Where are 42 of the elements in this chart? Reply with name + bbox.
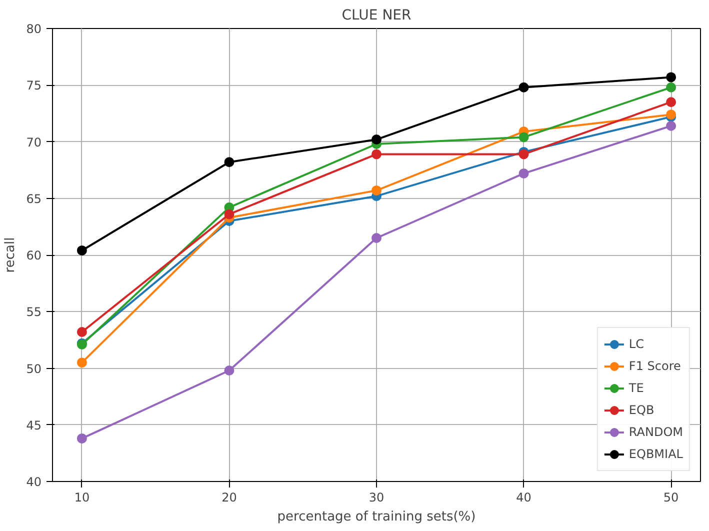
y-tick-label: 40: [26, 475, 42, 489]
y-tick-label: 70: [26, 135, 42, 150]
point: [76, 245, 87, 256]
point: [76, 358, 87, 368]
point: [518, 82, 529, 92]
legend-label: LC: [628, 337, 645, 351]
chart-title: CLUE NER: [342, 8, 412, 24]
x-tick-label: 20: [222, 490, 237, 504]
y-tick-label: 45: [26, 418, 42, 432]
legend-label: EQB: [628, 403, 654, 417]
y-tick-label: 55: [26, 305, 42, 320]
y-tick-label: 50: [26, 362, 42, 376]
x-tick-label: 40: [516, 490, 532, 504]
x-tick-label: 10: [74, 490, 90, 504]
legend-label: TE: [628, 381, 645, 395]
point: [518, 168, 529, 178]
point: [666, 82, 676, 92]
y-tick-label: 80: [26, 22, 42, 36]
legend-label: EQBMIAL: [628, 447, 683, 461]
x-axis-title: percentage of training sets(%): [277, 510, 476, 524]
y-axis-title: recall: [3, 237, 18, 273]
x-tick-label: 30: [368, 490, 384, 504]
point: [518, 132, 529, 142]
x-tick-label: 50: [663, 490, 679, 504]
y-tick-label: 60: [26, 248, 42, 262]
y-tick-label: 75: [26, 78, 42, 93]
point: [666, 97, 676, 108]
point: [372, 233, 382, 244]
point: [76, 433, 87, 444]
point: [372, 149, 382, 160]
legend-label: RANDOM: [628, 425, 683, 439]
point: [76, 327, 87, 337]
point: [224, 209, 234, 220]
point: [372, 134, 382, 144]
point: [666, 72, 676, 82]
legend-label: F1 Score: [628, 359, 681, 373]
point: [518, 149, 529, 160]
y-tick-label: 65: [26, 192, 42, 206]
point: [224, 157, 234, 168]
point: [666, 120, 676, 131]
point: [372, 185, 382, 196]
point: [224, 366, 234, 376]
